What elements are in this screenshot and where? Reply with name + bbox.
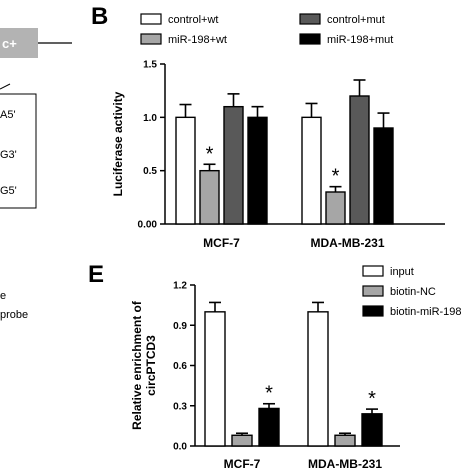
legend-swatch <box>362 265 384 277</box>
legend-label: biotin-NC <box>390 286 436 298</box>
bar-mir-198-wt-mcf-7 <box>199 169 220 225</box>
legend-swatch <box>140 33 162 45</box>
significance-marker: * <box>206 143 214 165</box>
fragment-sequence-end-2: G3' <box>0 149 17 161</box>
y-tick-label: 1.0 <box>143 113 157 124</box>
legend-label: biotin-miR-198 <box>390 306 462 318</box>
bar-mir-198-wt-mda-mb-231 <box>325 191 346 225</box>
y-tick-label: 1.5 <box>143 60 157 71</box>
y-axis-title-line: circPTCD3 <box>144 335 158 396</box>
fragment-sequence-end-3: G5' <box>0 185 17 197</box>
bar-biotin-nc-mcf-7 <box>231 434 253 447</box>
y-tick-label: 0.00 <box>138 220 158 231</box>
fragment-sequence-box <box>0 93 37 209</box>
bar-biotin-nc-mda-mb-231 <box>334 434 356 447</box>
legend-label: miR-198+mut <box>327 34 393 46</box>
legend-label: control+mut <box>327 14 385 26</box>
fragment-legend-line-1: e <box>0 290 6 302</box>
y-tick-label: 0.0 <box>173 442 187 453</box>
panel-letter: E <box>88 261 104 288</box>
y-axis-title-line: Relative enrichment of <box>130 300 144 430</box>
category-label: MDA-MB-231 <box>308 457 382 471</box>
category-label: MCF-7 <box>203 236 240 250</box>
bar-control-wt-mda-mb-231 <box>301 116 322 225</box>
panel-letter: B <box>91 3 108 30</box>
bar-biotin-mir-198-mda-mb-231 <box>361 413 383 447</box>
y-tick-label: 1.2 <box>173 281 187 292</box>
legend-swatch <box>299 13 321 25</box>
category-label: MCF-7 <box>224 457 261 471</box>
left-fragment-area: c+ A5' G3' G5' e probe <box>0 28 72 321</box>
fragment-legend-line-2: probe <box>0 309 28 321</box>
bar-control-mut-mda-mb-231 <box>349 95 370 225</box>
fragment-box-label: c+ <box>2 36 17 51</box>
significance-marker: * <box>265 383 273 405</box>
legend-swatch <box>362 285 384 297</box>
y-tick-label: 0.6 <box>173 361 187 372</box>
legend-swatch <box>299 33 321 45</box>
legend-label: control+wt <box>168 14 218 26</box>
panel-e-chart: E 0.0 0.3 0.6 0.9 1.2 Relative enrichment ofci… <box>88 261 462 471</box>
legend-swatch <box>362 305 384 317</box>
significance-marker: * <box>332 166 340 188</box>
bar-input-mcf-7 <box>204 311 226 447</box>
legend-label: miR-198+wt <box>168 34 227 46</box>
fragment-diagonal-line <box>0 83 11 90</box>
legend-label: input <box>390 266 414 278</box>
y-axis-title: Luciferase activity <box>111 91 125 196</box>
bar-mir-198-mut-mcf-7 <box>247 116 268 225</box>
bar-control-wt-mcf-7 <box>175 116 196 225</box>
bar-biotin-mir-198-mcf-7 <box>258 407 280 447</box>
bar-control-mut-mcf-7 <box>223 105 244 225</box>
bar-input-mda-mb-231 <box>307 311 329 447</box>
fragment-box <box>0 28 38 58</box>
fragment-sequence-end-1: A5' <box>0 109 16 121</box>
y-axis-title: Relative enrichment ofcircPTCD3 <box>130 300 158 430</box>
y-tick-label: 0.5 <box>143 166 157 177</box>
y-tick-label: 0.9 <box>173 321 187 332</box>
category-label: MDA-MB-231 <box>310 236 384 250</box>
bar-mir-198-mut-mda-mb-231 <box>373 127 394 225</box>
legend-swatch <box>140 13 162 25</box>
significance-marker: * <box>368 388 376 410</box>
panel-b-chart: B 0.00 0.5 1.0 1.5 Luciferase activity MCF-7 MD… <box>91 3 445 250</box>
y-tick-label: 0.3 <box>173 401 187 412</box>
